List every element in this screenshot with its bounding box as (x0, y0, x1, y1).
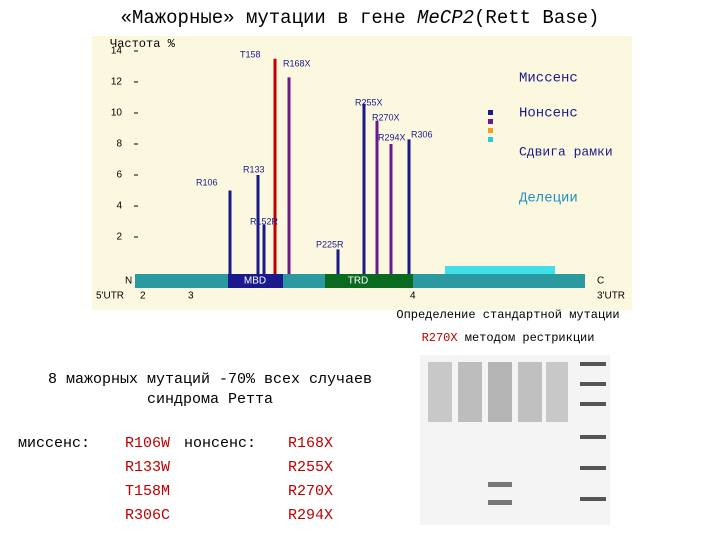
bar (262, 224, 266, 274)
y-tick-label: 4 (116, 201, 122, 212)
bar (375, 120, 379, 274)
summary-text: 8 мажорных мутаций -70% всех случаев син… (47, 371, 373, 408)
bar (362, 103, 366, 274)
domain-label: 5'UTR (96, 291, 124, 302)
bar (228, 190, 232, 274)
bar-label: R133 (243, 164, 265, 174)
chart-panel (92, 36, 632, 310)
y-tick-label: 12 (111, 77, 123, 88)
legend-label: Сдвига рамки (519, 144, 613, 159)
mutation-item: R270X (288, 483, 333, 500)
legend-swatch (488, 128, 493, 133)
legend-swatch (488, 119, 493, 124)
bar-label: R270X (372, 112, 400, 122)
domain-label: MBD (244, 276, 266, 287)
legend-label: Нонсенс (519, 106, 578, 122)
mbd-domain (228, 274, 283, 288)
legend-swatch (488, 137, 493, 142)
trd-domain (325, 274, 413, 288)
bar-label: T158 (240, 49, 261, 59)
mutation-item: R255X (288, 459, 333, 476)
domain-label: N (125, 276, 132, 287)
bar-label: R255X (355, 97, 383, 107)
title-text: (Rett Base) (474, 7, 599, 29)
domain-label: 2 (140, 291, 146, 302)
mutation-item: R106W (125, 435, 170, 452)
missense-label: миссенс: (18, 435, 90, 452)
mutation-item: R168X (288, 435, 333, 452)
y-tick-label: 14 (111, 46, 123, 57)
bar (336, 249, 340, 274)
gel-image (420, 355, 610, 525)
legend-swatch (488, 110, 493, 115)
domain-label: 4 (410, 291, 416, 302)
bar (407, 139, 411, 274)
bar-label: P225R (316, 239, 344, 249)
deletion-region (445, 266, 555, 274)
mutation-lists: R106W R133W T158M R306C R168X R255X R270X R294X (125, 435, 333, 524)
legend-label: Миссенс (519, 71, 578, 87)
gel-caption: R270X методом рестрикции (422, 331, 595, 345)
mutation-item: T158M (125, 483, 170, 500)
y-tick-label: 10 (111, 108, 123, 119)
slide-title: «Мажорные» мутации в гене MeCP2(Rett Bas… (121, 7, 600, 29)
domain-label: 3'UTR (597, 291, 625, 302)
bar (256, 175, 260, 274)
bar-label: R152R (250, 216, 279, 226)
mutation-item: R294X (288, 507, 333, 524)
y-tick-label: 6 (116, 170, 122, 181)
bar (287, 77, 291, 274)
bar-label: R294X (378, 132, 406, 142)
title-gene: MeCP2 (417, 7, 474, 29)
bar-label: R106 (196, 177, 218, 187)
nonsense-label: нонсенс: (184, 435, 256, 452)
domain-label: 3 (188, 291, 194, 302)
gel-caption-text: методом рестрикции (458, 331, 595, 345)
gel-caption: Определение стандартной мутации (396, 308, 619, 322)
bar (389, 144, 393, 274)
title-text: «Мажорные» мутации в гене (121, 7, 417, 29)
domain-label: TRD (348, 276, 369, 287)
mutation-item: R306C (125, 507, 170, 524)
mutation-item: R133W (125, 459, 170, 476)
bar-label: R168X (283, 58, 311, 68)
domain-label: C (597, 276, 604, 287)
y-tick-label: 8 (116, 139, 122, 150)
y-tick-label: 2 (116, 232, 122, 243)
bar (273, 58, 277, 274)
bar-label: R306 (411, 129, 433, 139)
gel-caption-mutation: R270X (422, 331, 458, 345)
legend-label: Делеции (519, 191, 578, 207)
y-axis-label: Частота % (110, 37, 176, 51)
summary-box: 8 мажорных мутаций -70% всех случаев син… (47, 371, 373, 408)
